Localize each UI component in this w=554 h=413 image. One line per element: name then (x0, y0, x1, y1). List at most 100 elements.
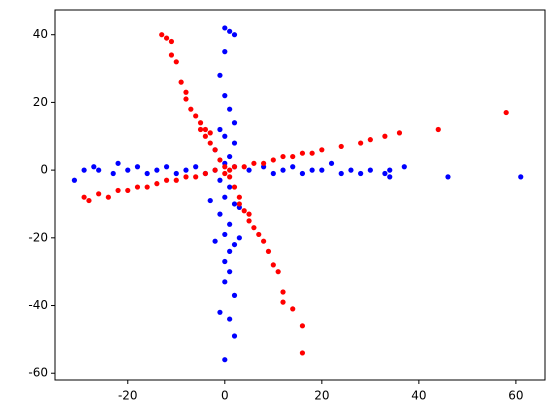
point (367, 137, 373, 143)
point (246, 211, 252, 217)
point (231, 120, 238, 126)
point (105, 194, 111, 200)
point (81, 167, 87, 173)
point (236, 194, 242, 200)
point (367, 167, 373, 173)
point (236, 235, 242, 241)
plot-frame (54, 9, 546, 381)
point (222, 49, 228, 55)
point (227, 221, 233, 227)
point (207, 197, 213, 204)
point (338, 143, 344, 150)
y-tick-label: 0 (40, 163, 48, 177)
point (154, 181, 160, 187)
point (96, 167, 102, 173)
point (144, 184, 150, 190)
point (358, 140, 364, 146)
point (231, 201, 238, 207)
y-tick-label: -40 (28, 298, 48, 312)
point (290, 306, 296, 312)
point (86, 197, 92, 204)
point (338, 170, 344, 177)
point (231, 333, 238, 339)
point (222, 170, 228, 177)
point (193, 113, 199, 119)
point (396, 130, 403, 136)
point (222, 25, 228, 31)
point (251, 225, 257, 231)
point (227, 184, 233, 190)
point (217, 309, 223, 315)
y-tick-label: -20 (28, 230, 48, 244)
point (163, 177, 170, 183)
point (290, 153, 296, 160)
point (183, 89, 189, 95)
point (231, 292, 238, 298)
point (231, 140, 238, 146)
point (445, 174, 451, 180)
point (382, 133, 388, 139)
point (299, 350, 306, 356)
point (518, 174, 524, 180)
point (163, 35, 170, 41)
point (71, 177, 78, 183)
point (115, 187, 121, 194)
point (231, 184, 238, 190)
point (202, 170, 208, 177)
y-tick-label: 40 (33, 27, 48, 41)
point (217, 72, 223, 78)
point (358, 170, 364, 177)
point (290, 164, 296, 170)
point (173, 170, 179, 177)
point (348, 167, 354, 173)
point (202, 126, 208, 133)
point (178, 79, 184, 85)
point (241, 164, 247, 170)
point (299, 150, 306, 156)
point (217, 211, 223, 217)
point (319, 167, 325, 173)
point (222, 133, 228, 139)
point (319, 147, 325, 153)
point (261, 238, 267, 244)
point (270, 157, 276, 163)
point (96, 191, 102, 197)
point (231, 241, 238, 248)
point (197, 120, 204, 126)
point (251, 160, 257, 166)
point (222, 279, 228, 285)
point (280, 153, 286, 160)
point (212, 238, 218, 244)
point (110, 170, 116, 177)
point (387, 167, 393, 173)
y-tick-label: -60 (28, 366, 48, 380)
point (227, 174, 233, 180)
point (275, 269, 281, 275)
point (246, 218, 252, 224)
point (280, 289, 286, 295)
point (183, 96, 189, 102)
point (207, 140, 213, 146)
point (227, 153, 233, 160)
x-tick-label: 0 (221, 389, 229, 403)
point (256, 231, 262, 238)
point (212, 147, 218, 153)
point (222, 258, 228, 265)
point (217, 126, 223, 133)
point (197, 126, 204, 133)
point (401, 164, 407, 170)
point (270, 170, 276, 177)
point (212, 167, 218, 173)
point (227, 28, 233, 34)
point (125, 167, 131, 173)
point (241, 208, 247, 214)
point (227, 269, 233, 275)
point (193, 174, 199, 180)
point (188, 106, 194, 112)
point (309, 167, 315, 173)
point (280, 299, 286, 305)
x-tick-label: 40 (411, 389, 426, 403)
point (183, 174, 189, 180)
point (183, 167, 189, 173)
point (299, 170, 306, 177)
